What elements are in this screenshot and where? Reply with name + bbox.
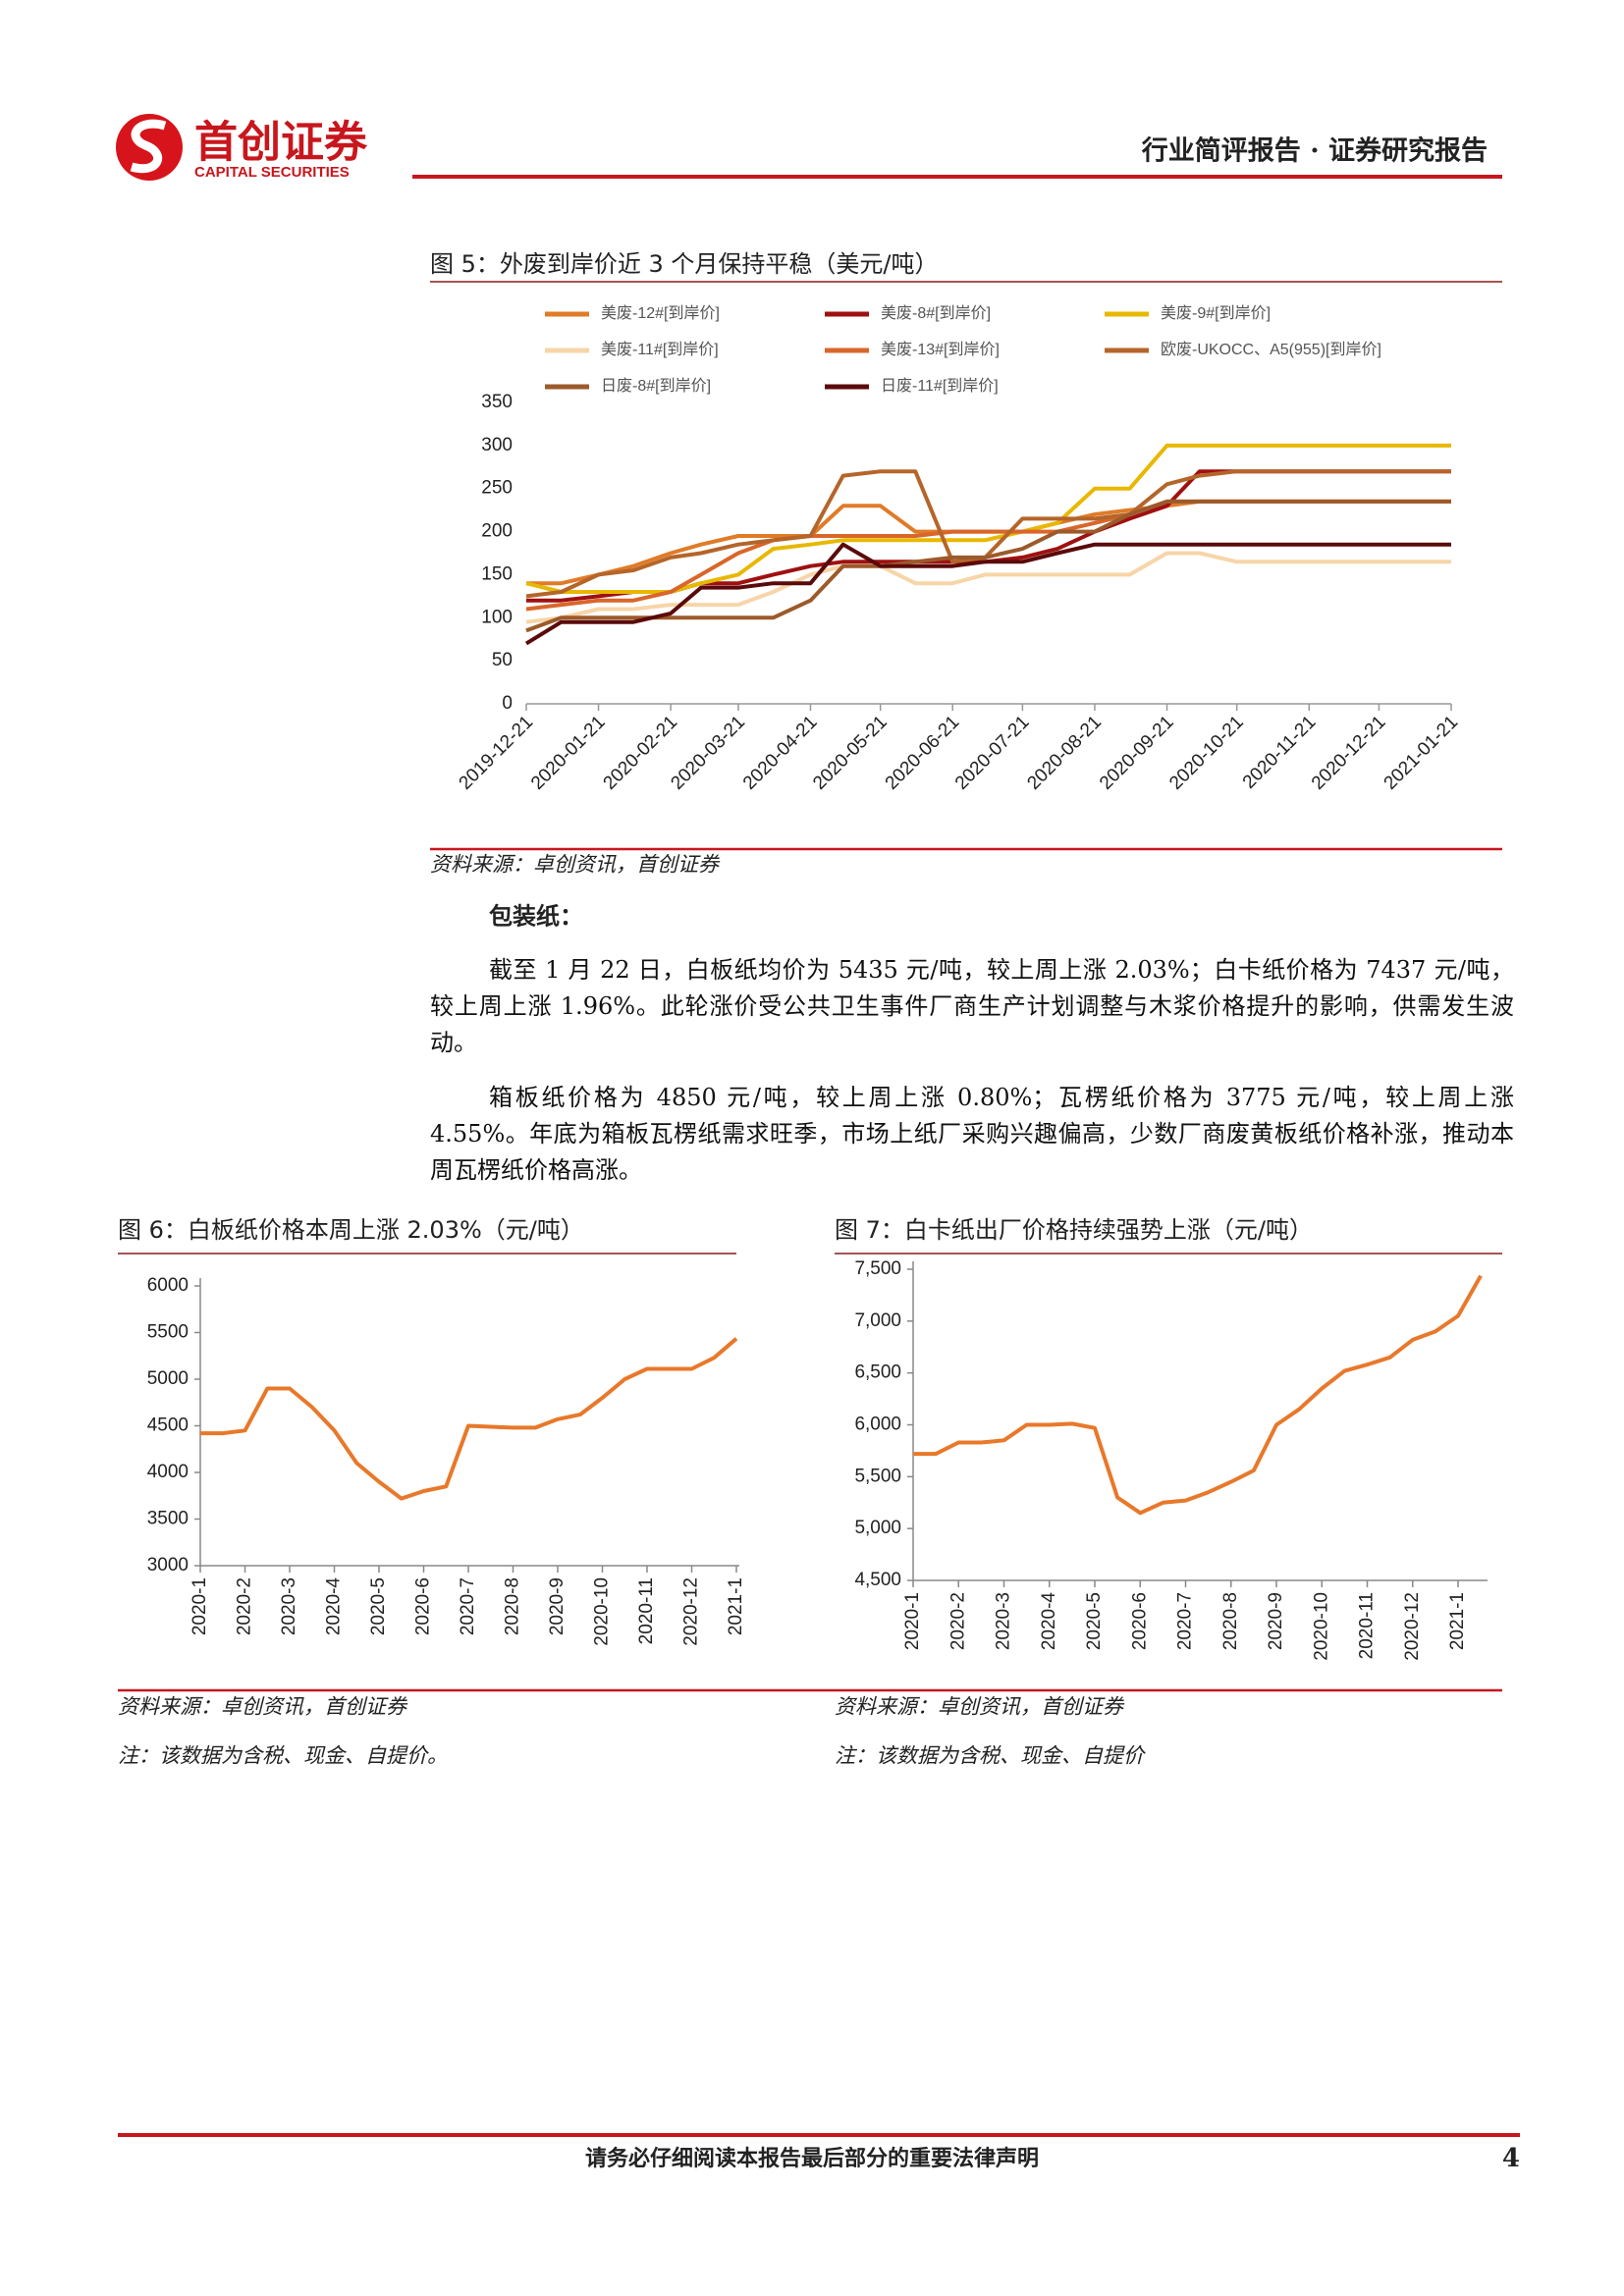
x-tick-label: 2020-7 bbox=[458, 1577, 478, 1635]
legend-label: 美废-9#[到岸价] bbox=[1161, 304, 1271, 322]
source: 资料来源：卓创资讯，首创证券 bbox=[835, 1695, 1125, 1719]
x-tick-label: 2020-09-21 bbox=[1096, 712, 1178, 794]
y-tick-label: 4000 bbox=[147, 1462, 189, 1482]
y-tick-label: 7,500 bbox=[854, 1258, 901, 1279]
section-heading: 包装纸： bbox=[489, 902, 583, 931]
x-tick-label: 2020-10-21 bbox=[1165, 712, 1248, 794]
x-tick-label: 2020-4 bbox=[324, 1577, 345, 1636]
legend-label: 日废-8#[到岸价] bbox=[601, 377, 711, 395]
page-number: 4 bbox=[1502, 2144, 1520, 2173]
x-tick-label: 2020-4 bbox=[1039, 1592, 1059, 1651]
x-tick-label: 2020-07-21 bbox=[951, 712, 1034, 794]
x-tick-label: 2020-03-21 bbox=[667, 712, 749, 794]
x-tick-label: 2020-8 bbox=[1220, 1592, 1241, 1650]
x-tick-label: 2020-9 bbox=[1266, 1592, 1286, 1650]
x-tick-label: 2020-3 bbox=[279, 1577, 299, 1635]
y-tick-label: 50 bbox=[492, 650, 513, 670]
chart-title: 图 5：外废到岸价近 3 个月保持平稳（美元/吨） bbox=[430, 250, 939, 278]
x-tick-label: 2020-5 bbox=[1084, 1592, 1105, 1650]
x-tick-label: 2021-1 bbox=[1447, 1592, 1468, 1650]
x-tick-label: 2020-1 bbox=[902, 1592, 923, 1650]
y-tick-label: 250 bbox=[481, 478, 513, 499]
y-tick-label: 350 bbox=[481, 392, 513, 412]
series-line bbox=[526, 469, 1451, 603]
y-tick-label: 3500 bbox=[147, 1509, 189, 1529]
y-tick-label: 100 bbox=[481, 607, 513, 627]
x-tick-label: 2020-12 bbox=[681, 1577, 702, 1646]
x-tick-label: 2020-5 bbox=[368, 1577, 389, 1635]
legend-label: 日废-11#[到岸价] bbox=[881, 377, 999, 395]
x-tick-label: 2020-3 bbox=[994, 1592, 1014, 1650]
legend-label: 美废-12#[到岸价] bbox=[601, 304, 720, 322]
y-tick-label: 5500 bbox=[147, 1322, 189, 1343]
y-tick-label: 300 bbox=[481, 435, 513, 455]
y-tick-label: 5,000 bbox=[854, 1518, 901, 1538]
x-tick-label: 2020-12-21 bbox=[1308, 712, 1390, 794]
x-tick-label: 2020-11 bbox=[636, 1577, 657, 1644]
series-line bbox=[525, 499, 1451, 633]
series-line bbox=[525, 443, 1451, 594]
logo-s bbox=[130, 119, 167, 174]
y-tick-label: 6,500 bbox=[854, 1362, 901, 1383]
note: 注：该数据为含税、现金、自提价。 bbox=[118, 1744, 448, 1768]
x-tick-label: 2020-11-21 bbox=[1239, 712, 1321, 793]
x-tick-label: 2020-01-21 bbox=[527, 712, 610, 794]
source: 资料来源：卓创资讯，首创证券 bbox=[430, 853, 721, 877]
y-tick-label: 6,000 bbox=[854, 1415, 901, 1435]
x-tick-label: 2020-11 bbox=[1357, 1592, 1378, 1659]
x-tick-label: 2020-12 bbox=[1402, 1592, 1423, 1661]
x-tick-label: 2020-04-21 bbox=[739, 712, 822, 794]
x-tick-label: 2019-12-21 bbox=[455, 712, 537, 794]
y-tick-label: 4500 bbox=[147, 1415, 189, 1436]
x-tick-label: 2020-05-21 bbox=[809, 712, 892, 794]
x-tick-label: 2020-6 bbox=[413, 1577, 434, 1635]
series-line bbox=[525, 469, 1451, 599]
legend-label: 美废-8#[到岸价] bbox=[881, 304, 991, 322]
x-tick-label: 2020-2 bbox=[947, 1592, 968, 1650]
x-tick-label: 2020-10 bbox=[592, 1577, 613, 1646]
x-tick-label: 2020-1 bbox=[189, 1577, 210, 1635]
y-tick-label: 5000 bbox=[147, 1368, 189, 1389]
report-type: 行业简评报告 · 证券研究报告 bbox=[1141, 135, 1488, 167]
x-tick-label: 2020-8 bbox=[503, 1577, 523, 1635]
x-tick-label: 2020-10 bbox=[1311, 1592, 1331, 1661]
note: 注：该数据为含税、现金、自提价 bbox=[835, 1744, 1146, 1768]
y-tick-label: 7,000 bbox=[854, 1310, 901, 1331]
x-tick-label: 2021-01-21 bbox=[1380, 712, 1462, 794]
y-tick-label: 200 bbox=[481, 521, 513, 542]
y-tick-label: 4,500 bbox=[854, 1570, 901, 1590]
x-tick-label: 2020-2 bbox=[235, 1577, 255, 1635]
chart-title: 图 7：白卡纸出厂价格持续强势上涨（元/吨） bbox=[835, 1216, 1313, 1244]
x-tick-label: 2020-7 bbox=[1175, 1592, 1196, 1650]
y-tick-label: 3000 bbox=[147, 1555, 189, 1575]
legend-label: 美废-11#[到岸价] bbox=[601, 341, 719, 358]
x-tick-label: 2020-6 bbox=[1129, 1592, 1150, 1650]
series-line bbox=[200, 1337, 738, 1501]
series-line bbox=[524, 542, 1451, 646]
source: 资料来源：卓创资讯，首创证券 bbox=[118, 1695, 408, 1719]
brand: 首创证券 bbox=[194, 119, 368, 167]
legend-label: 欧废-UKOCC、A5(955)[到岸价] bbox=[1161, 341, 1381, 358]
disclaimer: 请务必仔细阅读本报告最后部分的重要法律声明 bbox=[585, 2146, 1039, 2171]
paragraph: 截至 1 月 22 日，白板纸均价为 5435 元/吨，较上周上涨 2.03%；… bbox=[430, 956, 1514, 1056]
paragraph: 箱板纸价格为 4850 元/吨，较上周上涨 0.80%；瓦楞纸价格为 3775 … bbox=[430, 1084, 1514, 1184]
y-tick-label: 150 bbox=[481, 563, 513, 584]
brand-en: CAPITAL SECURITIES bbox=[194, 164, 350, 181]
x-tick-label: 2020-08-21 bbox=[1023, 712, 1106, 794]
legend-label: 美废-13#[到岸价] bbox=[881, 341, 1000, 358]
y-tick-label: 0 bbox=[502, 693, 513, 714]
x-tick-label: 2020-06-21 bbox=[882, 712, 964, 794]
x-tick-label: 2021-1 bbox=[726, 1577, 746, 1635]
chart-title: 图 6：白板纸价格本周上涨 2.03%（元/吨） bbox=[118, 1216, 584, 1244]
y-tick-label: 5,500 bbox=[854, 1466, 901, 1486]
y-tick-label: 6000 bbox=[147, 1275, 189, 1296]
series-line bbox=[526, 499, 1451, 586]
x-tick-label: 2020-9 bbox=[547, 1577, 568, 1635]
series-line bbox=[913, 1274, 1483, 1516]
